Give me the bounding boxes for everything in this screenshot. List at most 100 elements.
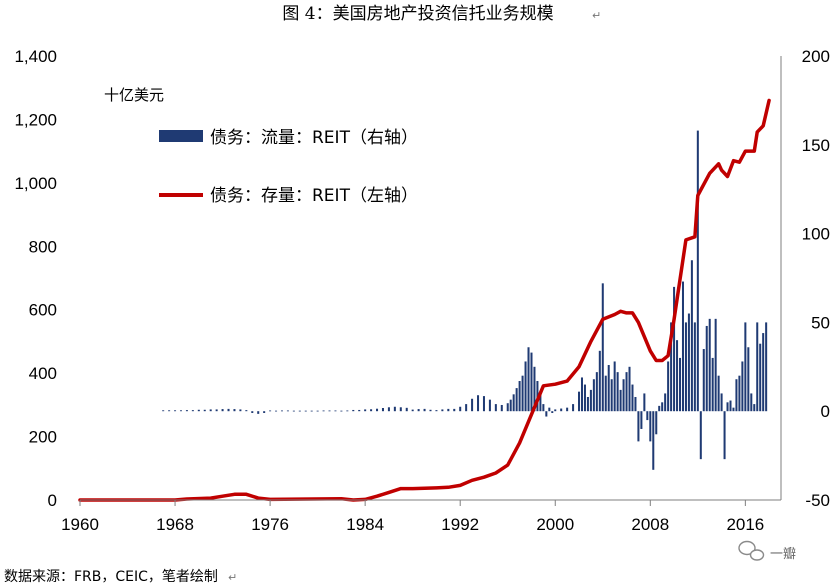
x-tick-label: 2016 [726, 515, 764, 534]
flow-bar [622, 379, 625, 412]
flow-bar [488, 399, 491, 412]
flow-bar [640, 411, 643, 429]
x-tick-label: 1960 [61, 515, 99, 534]
flow-bar [512, 394, 515, 412]
flow-bar [539, 391, 542, 412]
flow-bar [702, 349, 705, 412]
right-tick-label: 50 [811, 313, 830, 332]
flow-bar [352, 409, 355, 412]
flow-bar [601, 283, 604, 412]
flow-bar [726, 402, 729, 412]
flow-bar [613, 361, 616, 412]
left-tick-label: 400 [29, 364, 57, 383]
flow-bar [197, 409, 200, 412]
flow-bar [607, 365, 610, 412]
flow-bar [578, 391, 581, 412]
flow-bar [762, 333, 765, 412]
left-tick-label: 1,200 [14, 110, 57, 129]
flow-bar [509, 399, 512, 412]
source-note: 数据来源：FRB，CEIC，笔者绘制 [4, 569, 218, 585]
flow-bar [518, 381, 521, 412]
flow-bar [714, 318, 717, 412]
flow-bar [637, 411, 640, 442]
flow-bar [179, 410, 182, 412]
flow-bar [423, 408, 426, 412]
flow-bar [168, 410, 171, 412]
flow-bar [316, 410, 319, 412]
flow-bar [693, 322, 696, 412]
right-tick-label: 200 [802, 47, 830, 66]
flow-bar [411, 409, 414, 412]
flow-bar [723, 411, 726, 460]
flow-bar [679, 357, 682, 412]
legend-label-flow: 债务：流量：REIT（右轴） [210, 128, 418, 148]
flow-bar [435, 410, 438, 412]
flow-bar [616, 372, 619, 412]
left-axis-ticks: 0 200 400 600 800 1,000 1,200 1,400 [14, 47, 57, 510]
flow-bar [744, 322, 747, 412]
flow-bar [619, 389, 622, 412]
flow-bar [667, 361, 670, 412]
flow-bar [191, 410, 194, 412]
flow-bar [646, 411, 649, 421]
flow-bar [471, 398, 474, 412]
x-tick-label: 2000 [536, 515, 574, 534]
flow-bar [738, 375, 741, 412]
flow-bar [298, 410, 301, 412]
flow-bar [376, 408, 379, 412]
x-tick-label: 1968 [156, 515, 194, 534]
flow-bar [676, 340, 679, 412]
right-tick-label: 100 [802, 225, 830, 244]
flow-bar [263, 411, 266, 413]
flow-bar [741, 361, 744, 412]
flow-bar [753, 404, 756, 412]
left-tick-label: 800 [29, 237, 57, 256]
flow-bar [598, 350, 601, 412]
flow-bar [560, 408, 563, 412]
flow-bars [162, 130, 768, 470]
title-return-mark: ↵ [592, 9, 601, 22]
flow-bar [233, 409, 236, 412]
flow-bar [717, 375, 720, 412]
left-tick-label: 200 [29, 428, 57, 447]
flow-bar [221, 409, 224, 412]
flow-bar [358, 409, 361, 412]
flow-bar [705, 325, 708, 412]
flow-bar [286, 410, 289, 412]
flow-bar [506, 403, 509, 412]
flow-bar [310, 410, 313, 412]
flow-bar [292, 410, 295, 412]
flow-bar [346, 410, 349, 412]
flow-bar [708, 318, 711, 412]
watermark: 一瓣 [738, 540, 796, 562]
flow-bar [304, 410, 307, 412]
flow-bar [631, 384, 634, 412]
flow-bar [334, 410, 337, 412]
x-tick-label: 1976 [251, 515, 289, 534]
flow-bar [589, 389, 592, 412]
flow-bar [530, 352, 533, 412]
flow-bar [625, 372, 628, 412]
flow-bar [381, 408, 384, 412]
flow-bar [533, 366, 536, 412]
flow-bar [747, 347, 750, 412]
flow-bar [595, 372, 598, 412]
flow-bar [251, 411, 254, 413]
right-tick-label: 150 [802, 136, 830, 155]
flow-bar [447, 408, 450, 412]
flow-bar [684, 322, 687, 412]
flow-bar [687, 313, 690, 412]
flow-bar [732, 407, 735, 412]
flow-bar [521, 375, 524, 412]
watermark-text: 一瓣 [770, 547, 796, 562]
unit-label: 十亿美元 [104, 86, 164, 104]
flow-bar [696, 130, 699, 412]
flow-bar [465, 404, 468, 412]
flow-bar [527, 347, 530, 412]
flow-bar [209, 409, 212, 412]
flow-bar [729, 400, 732, 412]
flow-bar [482, 396, 485, 412]
x-tick-label: 1992 [441, 515, 479, 534]
